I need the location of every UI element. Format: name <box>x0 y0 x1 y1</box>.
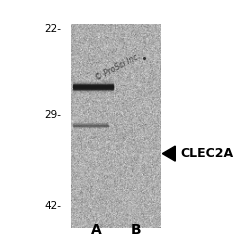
Text: © ProSci Inc.: © ProSci Inc. <box>94 52 142 83</box>
Polygon shape <box>162 146 175 161</box>
Text: 29-: 29- <box>44 110 61 120</box>
Text: B: B <box>131 223 142 237</box>
Text: CLEC2A: CLEC2A <box>180 147 233 160</box>
Text: A: A <box>91 223 102 237</box>
Text: 42-: 42- <box>44 201 61 211</box>
Text: 22-: 22- <box>44 24 61 34</box>
